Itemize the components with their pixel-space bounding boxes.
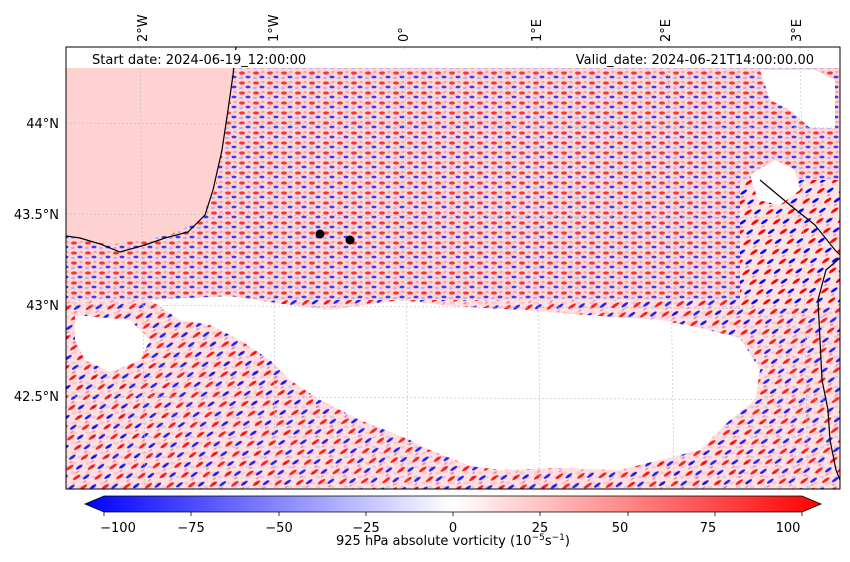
smooth-field-northwest <box>66 47 232 245</box>
lat-label-43n: 43°N <box>26 299 59 314</box>
valid-date-text: Valid_date: 2024-06-21T14:00:00.00 <box>576 53 814 68</box>
lon-label-2w: 2°W <box>136 14 151 42</box>
lat-labels: 44°N 43.5°N 43°N 42.5°N <box>14 117 59 405</box>
coastline-mediterranean <box>759 179 840 256</box>
gridlines <box>66 47 840 489</box>
header-bg <box>66 50 840 68</box>
cb-tick-0: −100 <box>100 521 136 536</box>
lon-label-1w: 1°W <box>267 14 282 42</box>
cb-tick-1: −75 <box>177 521 204 536</box>
cb-tick-8: 100 <box>776 521 801 536</box>
cb-tick-4: 0 <box>449 521 457 536</box>
lon-labels: 2°W 1°W 0° 1°E 2°E 3°E <box>136 14 805 42</box>
lat-label-44n: 44°N <box>26 117 59 132</box>
lon-label-1e: 1°E <box>530 19 545 42</box>
lon-label-2e: 2°E <box>659 19 674 42</box>
masked-terrain <box>150 296 760 470</box>
vorticity-field-east <box>740 180 840 310</box>
colorbar-bar <box>83 495 823 513</box>
lon-label-3e: 3°E <box>790 19 805 42</box>
colorbar-label: 925 hPa absolute vorticity (10−5s−1) <box>336 533 570 549</box>
coastline-east <box>817 257 840 481</box>
coastline-biscay <box>66 47 237 253</box>
cb-tick-3: −25 <box>352 521 379 536</box>
cb-tick-7: 75 <box>700 521 717 536</box>
masked-terrain-ne <box>760 70 835 128</box>
cb-tick-5: 25 <box>532 521 549 536</box>
masked-terrain-east <box>750 160 800 205</box>
map-panel <box>66 47 840 489</box>
lat-label-42-5n: 42.5°N <box>14 390 59 405</box>
start-date-text: Start date: 2024-06-19_12:00:00 <box>92 53 306 68</box>
colorbar: −100 −75 −50 −25 0 25 50 75 100 925 hPa … <box>83 495 823 549</box>
marker-point-b <box>345 235 355 245</box>
cb-tick-6: 50 <box>612 521 629 536</box>
map-frame <box>65 46 841 490</box>
masked-terrain-west <box>75 315 150 372</box>
colorbar-ticks <box>103 512 803 516</box>
marker-point-a <box>315 229 325 239</box>
cb-tick-2: −50 <box>265 521 292 536</box>
lat-label-43-5n: 43.5°N <box>14 208 59 223</box>
lon-label-0: 0° <box>397 27 412 42</box>
